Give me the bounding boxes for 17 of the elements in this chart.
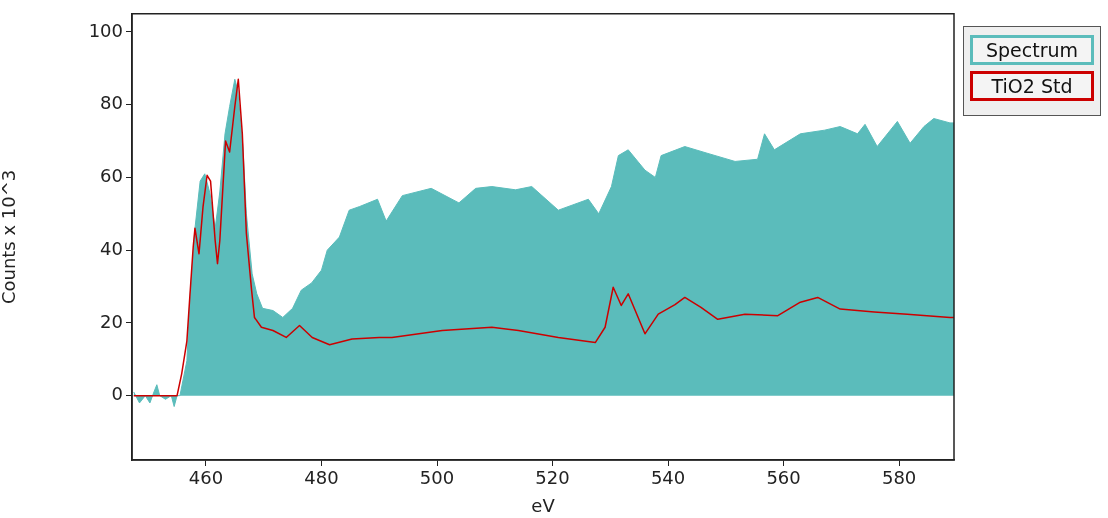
y-tick-label: 40 — [100, 237, 123, 259]
x-tick-label: 580 — [881, 467, 917, 489]
text: Spectrum — [970, 35, 1094, 65]
y-tick-label: 0 — [111, 383, 123, 405]
y-axis-title: Counts x 10^3 — [0, 169, 20, 305]
y-tick-label: 20 — [100, 310, 123, 332]
x-tick-label: 460 — [188, 467, 224, 489]
x-tick-label: 480 — [304, 467, 339, 489]
text: TiO2 Std — [970, 71, 1094, 101]
y-tick-label: 100 — [88, 19, 123, 41]
x-axis-title: eV — [531, 494, 556, 516]
x-tick-label: 520 — [535, 467, 570, 489]
x-tick-label: 500 — [419, 467, 455, 489]
x-tick-label: 540 — [650, 467, 686, 489]
y-tick-label: 60 — [100, 165, 123, 187]
y-tick-label: 80 — [100, 92, 123, 114]
x-tick-label: 560 — [766, 467, 801, 489]
